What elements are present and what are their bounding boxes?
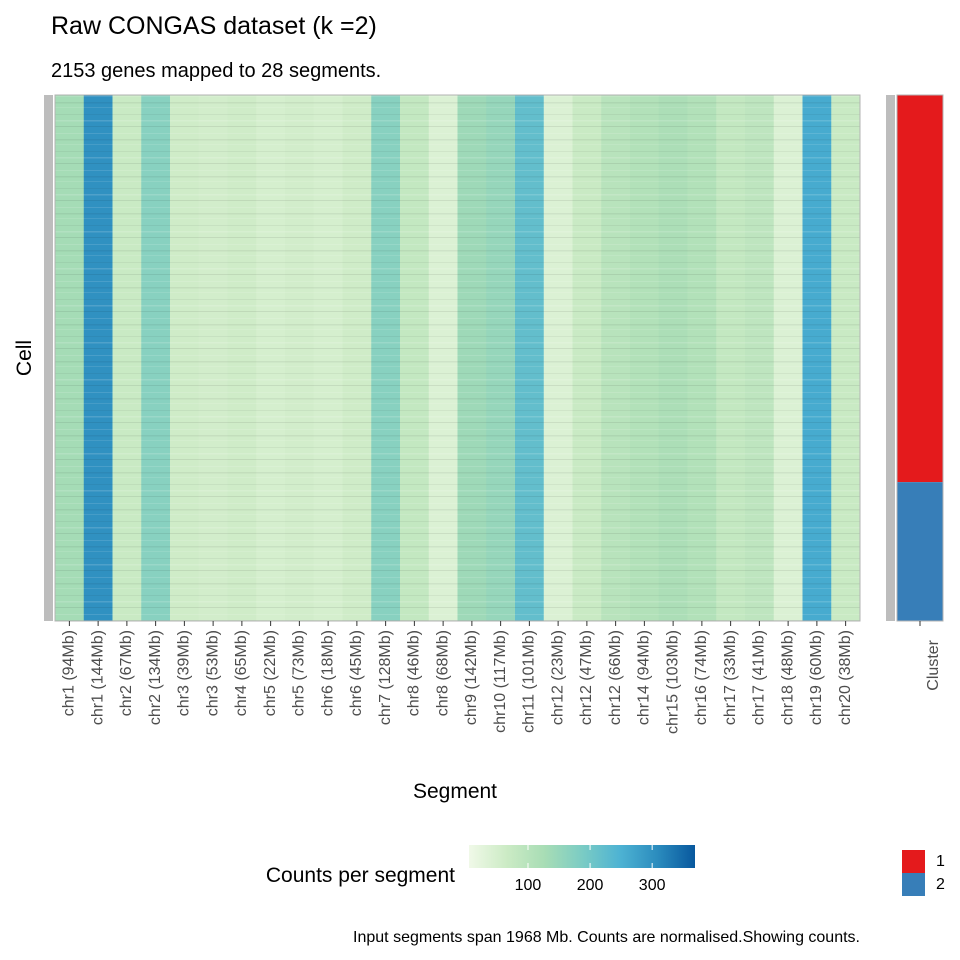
cluster-bar	[897, 482, 943, 621]
x-tick-label: chr10 (117Mb)	[492, 630, 509, 733]
x-tick-label: chr3 (39Mb)	[176, 630, 193, 716]
x-tick-label: chr11 (101Mb)	[521, 630, 538, 733]
x-tick-label: chr12 (47Mb)	[578, 630, 595, 725]
x-tick-label: chr4 (65Mb)	[233, 630, 250, 716]
x-tick-label: chr6 (18Mb)	[319, 630, 336, 716]
x-tick-label: chr18 (48Mb)	[779, 630, 796, 725]
chart-subtitle: 2153 genes mapped to 28 segments.	[51, 60, 381, 82]
colorbar-tick-label: 200	[577, 877, 604, 894]
row-strip	[44, 95, 53, 621]
cluster-bar	[897, 95, 943, 483]
x-axis-label: Segment	[413, 780, 497, 803]
x-tick-label: chr1 (144Mb)	[89, 630, 106, 725]
x-tick-label: chr17 (33Mb)	[722, 630, 739, 725]
x-tick-label: chr8 (68Mb)	[434, 630, 451, 716]
x-tick-label: chr5 (73Mb)	[291, 630, 308, 716]
legend-swatch	[902, 850, 925, 873]
legend-title: Counts per segment	[266, 864, 455, 887]
chart-title: Raw CONGAS dataset (k =2)	[51, 12, 377, 40]
panel-border	[54, 94, 861, 622]
row-strip	[886, 95, 895, 621]
x-tick-label: chr3 (53Mb)	[204, 630, 221, 716]
x-tick-label: chr12 (23Mb)	[549, 630, 566, 725]
x-tick-label: chr19 (60Mb)	[808, 630, 825, 725]
x-tick-label: chr9 (142Mb)	[463, 630, 480, 725]
legend-label: 2	[936, 876, 945, 893]
legend-swatch	[902, 873, 925, 896]
x-tick-label: chr17 (41Mb)	[751, 630, 768, 725]
cluster-axis-label: Cluster	[925, 639, 942, 690]
x-tick-label: chr2 (67Mb)	[118, 630, 135, 716]
colorbar-tick-label: 100	[515, 877, 542, 894]
x-tick-label: chr12 (66Mb)	[607, 630, 624, 725]
x-tick-label: chr20 (38Mb)	[837, 630, 854, 725]
x-tick-label: chr16 (74Mb)	[693, 630, 710, 725]
x-tick-label: chr14 (94Mb)	[636, 630, 653, 725]
x-tick-label: chr15 (103Mb)	[664, 630, 681, 734]
colorbar-tick-label: 300	[639, 877, 666, 894]
x-tick-label: chr2 (134Mb)	[147, 630, 164, 725]
row-texture	[55, 95, 860, 621]
x-tick-label: chr1 (94Mb)	[61, 630, 78, 716]
colorbar	[469, 845, 695, 868]
y-axis-label: Cell	[13, 340, 36, 376]
x-tick-label: chr8 (46Mb)	[406, 630, 423, 716]
x-tick-label: chr6 (45Mb)	[348, 630, 365, 716]
caption: Input segments span 1968 Mb. Counts are …	[353, 929, 860, 946]
x-tick-label: chr7 (128Mb)	[377, 630, 394, 725]
legend-label: 1	[936, 853, 945, 870]
x-tick-label: chr5 (22Mb)	[262, 630, 279, 716]
